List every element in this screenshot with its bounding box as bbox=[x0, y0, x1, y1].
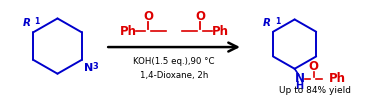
Text: 1: 1 bbox=[34, 17, 40, 26]
Text: O: O bbox=[308, 60, 319, 73]
Text: O: O bbox=[143, 10, 153, 23]
Text: O: O bbox=[195, 10, 205, 23]
Text: 1: 1 bbox=[275, 17, 280, 26]
Text: 3: 3 bbox=[93, 62, 98, 71]
Text: Ph: Ph bbox=[328, 72, 345, 85]
Text: N: N bbox=[84, 63, 93, 73]
Text: 1,4-Dioxane, 2h: 1,4-Dioxane, 2h bbox=[140, 71, 208, 80]
Text: KOH(1.5 eq.),90 °C: KOH(1.5 eq.),90 °C bbox=[133, 57, 215, 66]
Text: Ph: Ph bbox=[211, 25, 228, 38]
Text: R: R bbox=[22, 18, 30, 28]
Text: N: N bbox=[294, 72, 305, 85]
Text: H: H bbox=[296, 80, 304, 91]
Text: Up to 84% yield: Up to 84% yield bbox=[279, 86, 350, 95]
Text: R: R bbox=[263, 18, 271, 28]
Text: Ph: Ph bbox=[120, 25, 137, 38]
